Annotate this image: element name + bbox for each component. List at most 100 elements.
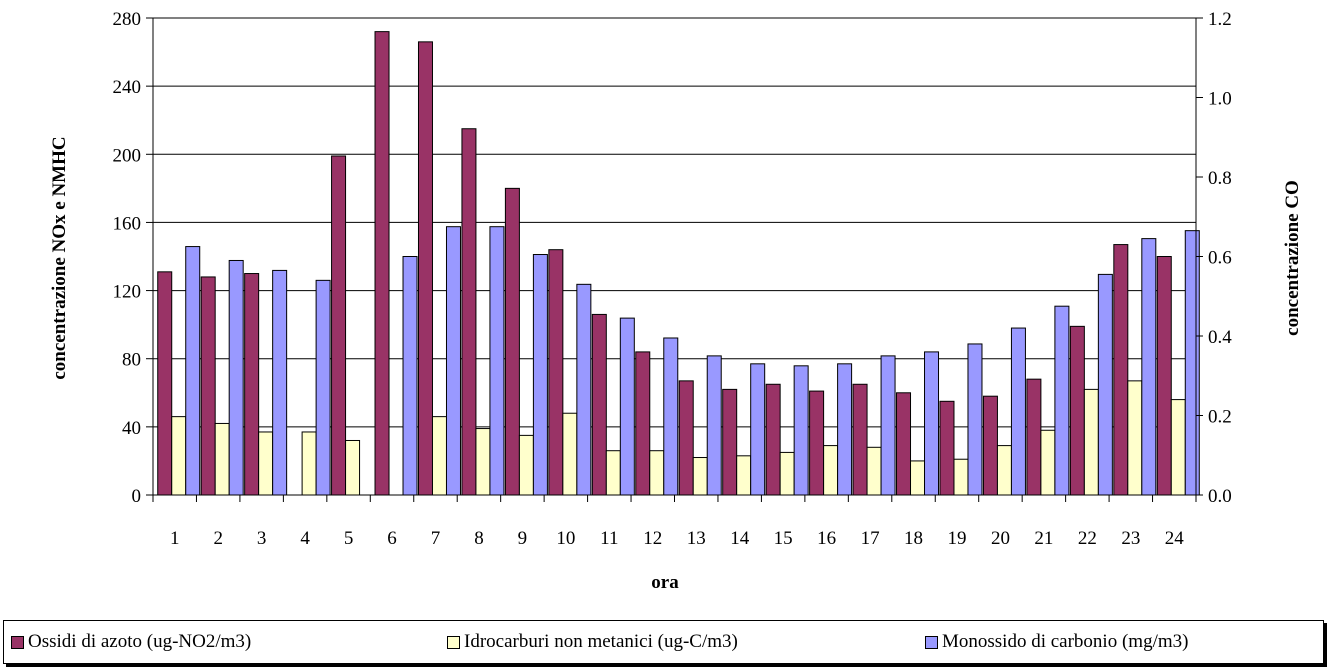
x-tick-label: 21 [1034, 528, 1053, 549]
bar-series-1-cat-2 [214, 422, 230, 496]
bar-series-0-cat-14 [722, 388, 738, 496]
bar-series-2-cat-9 [532, 254, 548, 496]
x-tick-label: 19 [947, 528, 966, 549]
axes-group [146, 17, 1203, 502]
bar-series-2-cat-16 [837, 363, 853, 496]
x-tick-label: 22 [1078, 528, 1097, 549]
legend-item-nox: Ossidi di azoto (ug-NO2/m3) [11, 621, 251, 663]
bar-series-0-cat-8 [461, 128, 477, 496]
y-right-tick-label: 0.0 [1208, 486, 1232, 507]
bar-series-1-cat-11 [605, 450, 621, 496]
bar-series-0-cat-9 [504, 187, 520, 496]
bar-series-0-cat-21 [1026, 378, 1042, 496]
bar-series-1-cat-9 [518, 434, 534, 496]
bar-series-0-cat-17 [852, 383, 868, 496]
bar-series-0-cat-12 [635, 351, 651, 496]
y-left-tick-label: 0 [132, 486, 142, 507]
x-tick-label: 3 [257, 528, 267, 549]
x-tick-label: 8 [474, 528, 484, 549]
y-left-tick-label: 40 [122, 418, 141, 439]
x-axis-title: ora [651, 572, 679, 593]
legend-swatch-co [925, 635, 938, 649]
bar-series-2-cat-20 [1010, 327, 1026, 496]
x-tick-label: 13 [687, 528, 706, 549]
bar-series-2-cat-4 [315, 279, 331, 496]
bars-group [157, 31, 1200, 496]
bar-series-1-cat-8 [475, 428, 491, 496]
y-right-tick-label: 0.4 [1208, 327, 1232, 348]
bar-series-1-cat-1 [171, 416, 187, 496]
bar-series-1-cat-14 [736, 455, 752, 496]
y-right-tick-label: 1.2 [1208, 9, 1232, 30]
bar-series-1-cat-24 [1170, 399, 1186, 496]
bar-series-0-cat-3 [244, 273, 260, 496]
tick-labels: 040801201602002402800.00.20.40.60.81.01.… [113, 9, 1233, 549]
x-tick-label: 7 [431, 528, 441, 549]
x-tick-label: 6 [387, 528, 397, 549]
bar-series-1-cat-20 [996, 445, 1012, 496]
y-left-tick-label: 80 [122, 350, 141, 371]
bar-series-2-cat-14 [750, 363, 766, 496]
bar-series-0-cat-11 [591, 313, 607, 496]
bar-series-0-cat-24 [1156, 256, 1172, 496]
y-right-tick-label: 0.8 [1208, 168, 1232, 189]
bar-series-1-cat-19 [953, 458, 969, 496]
bar-series-1-cat-22 [1083, 388, 1099, 496]
bar-series-2-cat-1 [185, 246, 201, 496]
bar-series-0-cat-18 [896, 392, 912, 496]
x-tick-label: 10 [556, 528, 575, 549]
x-tick-label: 23 [1121, 528, 1140, 549]
legend-swatch-nox [11, 635, 24, 649]
bar-series-1-cat-16 [823, 445, 839, 496]
bar-series-1-cat-15 [779, 451, 795, 496]
x-tick-label: 17 [861, 528, 880, 549]
bar-series-0-cat-2 [200, 276, 216, 496]
bar-series-2-cat-12 [663, 337, 679, 496]
bar-series-0-cat-1 [157, 271, 173, 496]
bar-series-1-cat-7 [431, 416, 447, 496]
x-tick-label: 20 [991, 528, 1010, 549]
x-tick-label: 1 [170, 528, 180, 549]
x-tick-label: 12 [643, 528, 662, 549]
x-tick-label: 9 [518, 528, 528, 549]
bar-series-2-cat-11 [619, 317, 635, 496]
bar-series-0-cat-22 [1069, 325, 1085, 496]
x-tick-label: 15 [774, 528, 793, 549]
y-right-tick-label: 0.6 [1208, 248, 1232, 269]
y-right-tick-label: 1.0 [1208, 89, 1232, 110]
y-axis-right-title: concentrazione CO [1282, 180, 1303, 336]
bar-series-2-cat-22 [1097, 273, 1113, 496]
bar-series-2-cat-7 [445, 226, 461, 496]
bar-series-1-cat-17 [866, 446, 882, 496]
bar-series-2-cat-10 [576, 283, 592, 496]
x-tick-label: 16 [817, 528, 836, 549]
bar-series-1-cat-10 [562, 412, 578, 496]
bar-series-2-cat-13 [706, 355, 722, 496]
legend-label-nmhc: Idrocarburi non metanici (ug-C/m3) [464, 631, 738, 652]
y-axis-left-title: concentrazione NOx e NMHC [49, 136, 70, 379]
x-tick-label: 4 [300, 528, 310, 549]
y-left-tick-label: 200 [113, 145, 142, 166]
bar-series-1-cat-3 [258, 431, 274, 496]
y-left-tick-label: 280 [113, 9, 142, 30]
bar-series-1-cat-4 [301, 431, 317, 496]
y-left-tick-label: 240 [113, 77, 142, 98]
bar-series-0-cat-5 [331, 155, 347, 496]
y-right-tick-label: 0.2 [1208, 407, 1232, 428]
bar-series-1-cat-13 [692, 457, 708, 496]
bar-series-0-cat-15 [765, 383, 781, 496]
bar-series-0-cat-7 [417, 41, 433, 496]
bar-series-0-cat-20 [982, 395, 998, 496]
x-tick-label: 14 [730, 528, 750, 549]
x-tick-label: 2 [213, 528, 223, 549]
bar-series-0-cat-23 [1113, 244, 1129, 496]
bar-series-1-cat-23 [1127, 380, 1143, 496]
y-left-tick-label: 120 [113, 282, 142, 303]
bar-series-2-cat-6 [402, 256, 418, 496]
x-tick-label: 24 [1165, 528, 1185, 549]
legend-swatch-nmhc [447, 635, 460, 649]
bar-series-0-cat-19 [939, 400, 955, 496]
bar-series-0-cat-16 [809, 390, 825, 496]
bar-series-0-cat-6 [374, 31, 390, 496]
bar-series-2-cat-2 [228, 259, 244, 496]
